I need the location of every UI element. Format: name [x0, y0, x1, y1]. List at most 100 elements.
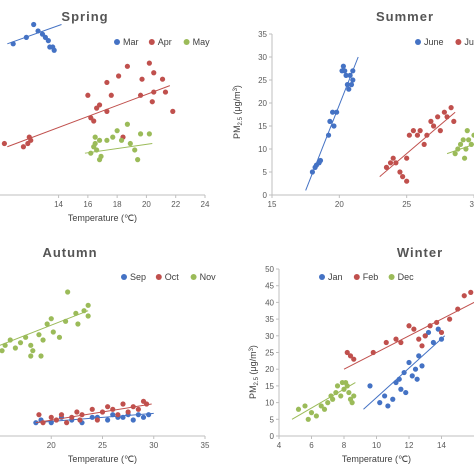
x-axis-label: Temperature (℃) [68, 213, 137, 223]
legend-marker-apr [148, 39, 155, 45]
mar-point [45, 38, 51, 44]
nov-point [85, 313, 91, 319]
apr-point [159, 76, 166, 82]
nov-point [28, 342, 34, 348]
oct-point [110, 406, 116, 412]
series-1-point [468, 141, 474, 147]
oct-point [77, 417, 83, 423]
sep-point [130, 417, 136, 423]
feb-point [406, 323, 412, 329]
dec-point [328, 393, 334, 399]
dec-point [333, 389, 339, 396]
oct-point [58, 412, 65, 418]
oct-point [40, 420, 46, 426]
june-point [343, 72, 349, 78]
june-point [344, 82, 351, 88]
nov-point [65, 289, 71, 295]
july-point [406, 132, 412, 138]
feb-point [383, 339, 389, 346]
dec-point [295, 406, 302, 412]
dec-point [351, 393, 357, 399]
apr-point [108, 92, 114, 98]
feb-point [398, 339, 404, 346]
y-tick-label: 25 [265, 349, 274, 358]
legend-label-oct: Oct [165, 272, 180, 282]
apr-point [104, 108, 110, 114]
nov-point [73, 310, 79, 316]
jan-point [382, 393, 388, 399]
jan-point [435, 326, 441, 332]
y-axis-label: PM2.5 (μg/m3) [248, 345, 260, 399]
june-point [330, 109, 336, 115]
x-tick-label: 10 [372, 441, 381, 450]
oct-point [53, 417, 59, 423]
x-tick-label: 35 [201, 441, 210, 450]
oct-point [125, 409, 131, 415]
sep-point [105, 417, 111, 423]
jan-point [367, 383, 373, 389]
oct-point [120, 401, 126, 407]
july-point [437, 128, 443, 134]
y-tick-label: 35 [265, 315, 274, 324]
may-point [124, 121, 130, 127]
x-tick-label: 16 [83, 200, 92, 209]
jan-point [438, 336, 445, 342]
legend-label-mar: Mar [123, 37, 139, 47]
legend-label-jan: Jan [328, 272, 343, 282]
y-tick-label: 0 [270, 432, 275, 441]
jan-point [414, 376, 420, 382]
legend-label-dec: Dec [398, 272, 415, 282]
dec-point [305, 416, 311, 422]
dec-point [313, 413, 319, 419]
y-tick-label: 5 [270, 415, 275, 424]
apr-point [1, 140, 7, 147]
may-point [92, 134, 98, 140]
x-tick-label: 20 [142, 200, 151, 209]
dec-point [321, 406, 328, 412]
nov-point [36, 332, 42, 338]
jan-point [403, 389, 409, 396]
may-point [104, 137, 110, 143]
sep-point [120, 414, 126, 420]
y-axis-label: PM2.5 (μg/m3) [232, 85, 244, 139]
y-tick-label: 10 [258, 145, 267, 154]
x-tick-label: 20 [47, 441, 56, 450]
series-1-point [452, 151, 458, 157]
panel-title: Summer [376, 9, 434, 24]
x-tick-label: 12 [405, 441, 414, 450]
may-point [146, 131, 152, 137]
may-point [96, 157, 103, 163]
mar-point [23, 34, 29, 40]
apr-point [85, 92, 91, 98]
july-point [421, 141, 427, 147]
may-point [94, 147, 100, 153]
series-1-point [455, 146, 461, 152]
nov-point [12, 345, 18, 351]
feb-trendline [343, 301, 474, 370]
jan-point [409, 373, 415, 379]
may-point [114, 128, 120, 134]
y-tick-label: 50 [265, 265, 274, 274]
oct-point [130, 404, 136, 410]
july-point [383, 164, 390, 170]
spring-panel: 14 16 18 20 22 24 Spring Temperature (℃) Mar Apr M… [0, 9, 210, 223]
jan-point [385, 403, 391, 409]
apr-point [139, 76, 145, 82]
apr-point [149, 99, 155, 105]
y-tick-label: 45 [265, 282, 274, 291]
nov-point [44, 321, 50, 327]
sep-point [140, 414, 147, 420]
feb-point [393, 336, 399, 342]
jan-point [430, 339, 436, 346]
july-point [428, 118, 434, 124]
oct-point [36, 412, 42, 418]
y-tick-label: 30 [265, 332, 274, 341]
mar-point [31, 21, 37, 28]
x-tick-label: 18 [113, 200, 122, 209]
apr-point [162, 89, 169, 95]
july-point [417, 128, 423, 134]
oct-point [64, 420, 70, 426]
feb-point [438, 329, 445, 336]
nov-point [85, 302, 91, 308]
nov-point [30, 348, 36, 354]
